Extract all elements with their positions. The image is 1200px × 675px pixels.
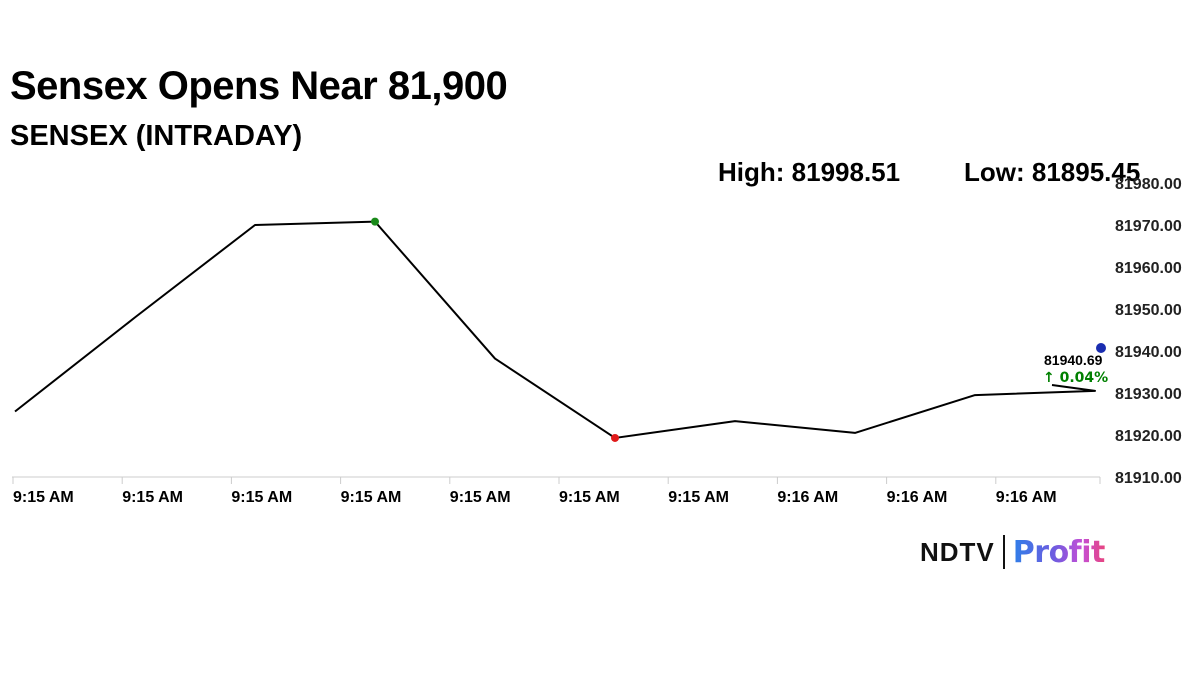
x-tick-label: 9:15 AM xyxy=(231,489,292,506)
chart-subtitle: SENSEX (INTRADAY) xyxy=(10,120,303,152)
y-tick-label: 81980.00 xyxy=(1115,176,1182,193)
series-line xyxy=(14,220,1096,439)
ndtv-profit-logo: NDTV Profit xyxy=(920,532,1105,572)
y-tick-label: 81910.00 xyxy=(1115,470,1182,487)
high-value: High: 81998.51 xyxy=(718,157,901,187)
y-tick-label: 81930.00 xyxy=(1115,386,1182,403)
logo-divider xyxy=(1002,535,1005,569)
logo-profit-text: Profit xyxy=(1012,534,1106,570)
x-tick-label: 9:15 AM xyxy=(13,489,74,506)
x-tick-label: 9:15 AM xyxy=(668,489,729,506)
chart-title: Sensex Opens Near 81,900 xyxy=(10,64,508,108)
low-marker xyxy=(611,433,619,442)
last-value-marker xyxy=(1096,343,1106,353)
y-tick-label: 81970.00 xyxy=(1115,218,1182,235)
x-tick-label: 9:15 AM xyxy=(450,489,511,506)
x-tick-label: 9:16 AM xyxy=(777,489,838,506)
low-value: Low: 81895.45 xyxy=(964,157,1141,187)
y-tick-label: 81950.00 xyxy=(1115,302,1182,319)
y-tick-label: 81960.00 xyxy=(1115,260,1182,277)
x-tick-label: 9:16 AM xyxy=(887,489,948,506)
y-tick-label: 81940.00 xyxy=(1115,344,1182,361)
x-tick-label: 9:15 AM xyxy=(341,489,402,506)
x-tick-label: 9:15 AM xyxy=(122,489,183,506)
y-tick-label: 81920.00 xyxy=(1115,428,1182,445)
x-tick-label: 9:15 AM xyxy=(559,489,620,506)
high-marker xyxy=(371,217,379,226)
logo-ndtv-text: NDTV xyxy=(920,536,995,567)
last-value-label: 81940.69 xyxy=(1044,352,1103,368)
x-tick-label: 9:16 AM xyxy=(996,489,1057,506)
change-label: ↑ 0.04% xyxy=(1043,370,1108,386)
